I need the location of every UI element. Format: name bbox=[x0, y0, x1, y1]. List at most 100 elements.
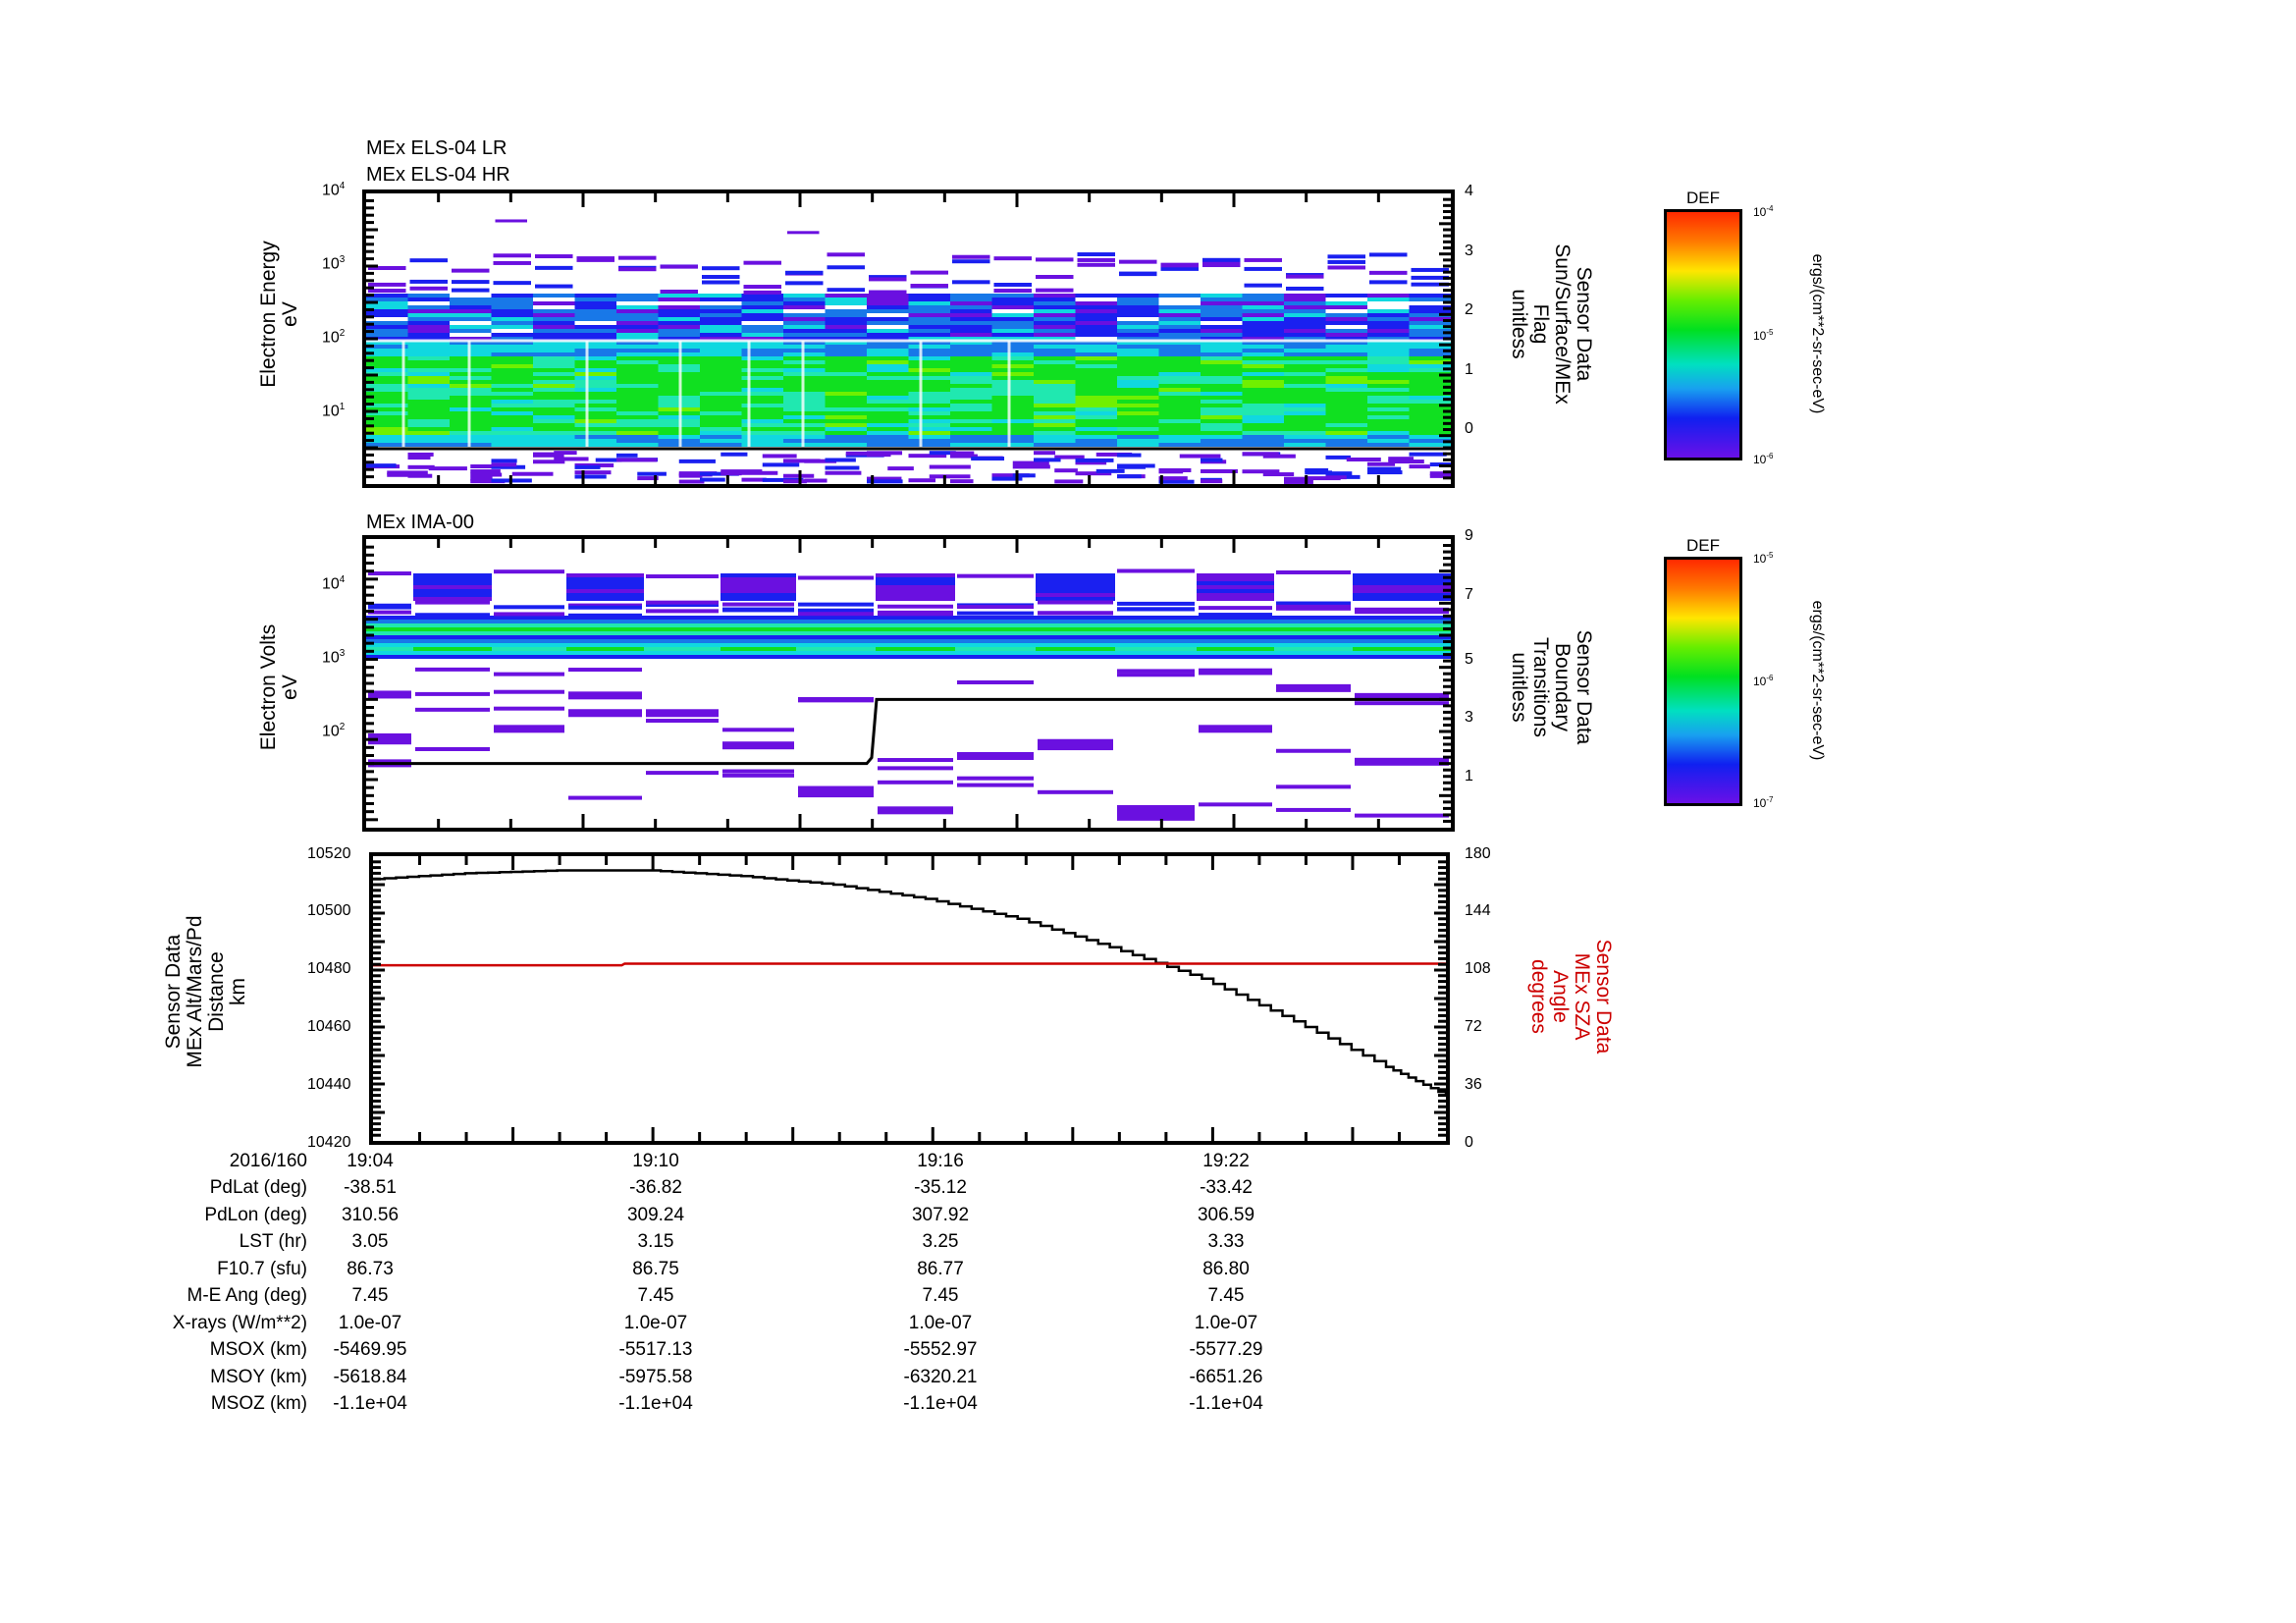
y2label-line: Sensor Data bbox=[1573, 266, 1595, 382]
panel2-ytick-1e4: 104 bbox=[322, 574, 346, 593]
time-tick: 19:04 bbox=[347, 1151, 394, 1171]
table-cell: 86.73 bbox=[347, 1258, 394, 1279]
panel1-cbar-min: 10-6 bbox=[1753, 452, 1774, 466]
table-cell: -38.51 bbox=[344, 1177, 397, 1198]
panel2-y2tick: 5 bbox=[1465, 651, 1473, 668]
table-row-label: MSOY (km) bbox=[210, 1366, 307, 1387]
panel3-ytick: 10520 bbox=[307, 845, 351, 862]
date-label: 2016/160 bbox=[229, 1151, 307, 1171]
panel3-ylabel: Sensor Data MEx Alt/Mars/Pd Distance km bbox=[162, 864, 249, 1119]
panel1-ytick-1e2: 102 bbox=[322, 328, 346, 347]
panel1-title-lr: MEx ELS-04 LR bbox=[366, 137, 507, 159]
panel1-colorbar-title: DEF bbox=[1686, 189, 1720, 207]
table-cell: 86.80 bbox=[1202, 1258, 1250, 1279]
table-cell: -1.1e+04 bbox=[333, 1393, 407, 1414]
table-cell: -1.1e+04 bbox=[618, 1393, 693, 1414]
table-cell: 309.24 bbox=[626, 1204, 685, 1225]
table-cell: -35.12 bbox=[914, 1177, 967, 1198]
table-row-label: MSOZ (km) bbox=[210, 1393, 307, 1414]
y2label-line: Sensor Data bbox=[1573, 629, 1595, 745]
table-row-label: PdLat (deg) bbox=[209, 1177, 307, 1198]
table-row-label: M-E Ang (deg) bbox=[187, 1285, 308, 1306]
panel1-y2tick: 3 bbox=[1465, 243, 1473, 259]
table-cell: -1.1e+04 bbox=[1189, 1393, 1263, 1414]
panel3-line-plot[interactable] bbox=[369, 852, 1450, 1145]
panel1-y2tick: 1 bbox=[1465, 361, 1473, 378]
panel2-cbar-max: 10-5 bbox=[1753, 551, 1774, 566]
table-row-label: LST (hr) bbox=[239, 1231, 307, 1252]
table-cell: 1.0e-07 bbox=[623, 1312, 688, 1333]
table-cell: 307.92 bbox=[911, 1204, 970, 1225]
panel1-ylabel: Electron Energy eV bbox=[257, 216, 301, 412]
panel2-ytick-1e3: 103 bbox=[322, 648, 346, 667]
ylabel-line: km bbox=[227, 978, 249, 1005]
table-cell: -6320.21 bbox=[903, 1366, 978, 1387]
panel3-ytick: 10420 bbox=[307, 1134, 351, 1151]
table-cell: 3.25 bbox=[922, 1231, 959, 1252]
time-tick: 19:10 bbox=[632, 1151, 679, 1171]
table-row-label: PdLon (deg) bbox=[204, 1204, 307, 1225]
panel3-ytick: 10440 bbox=[307, 1076, 351, 1093]
panel3-y2tick: 0 bbox=[1465, 1134, 1473, 1151]
time-tick: 19:22 bbox=[1202, 1151, 1250, 1171]
panel2-ytick-1e2: 102 bbox=[322, 722, 346, 740]
panel2-cbar-min: 10-7 bbox=[1753, 795, 1774, 810]
y2label-line: Flag bbox=[1529, 303, 1552, 345]
panel1-title-hr: MEx ELS-04 HR bbox=[366, 164, 510, 186]
y2label-line: unitless bbox=[1508, 289, 1530, 359]
panel2-spectrogram[interactable] bbox=[362, 535, 1455, 832]
panel1-cbar-mid: 10-5 bbox=[1753, 328, 1774, 343]
y2label-line: Sun/Surface/MEx bbox=[1551, 243, 1574, 405]
panel2-ylabel: Electron Volts eV bbox=[257, 589, 301, 785]
table-cell: 1.0e-07 bbox=[1194, 1312, 1258, 1333]
table-cell: -5552.97 bbox=[903, 1339, 978, 1360]
ylabel-line: Electron Energy bbox=[257, 241, 280, 388]
table-cell: -36.82 bbox=[629, 1177, 682, 1198]
panel2-y2label: Sensor Data Boundary Transitions unitles… bbox=[1508, 579, 1595, 795]
panel2-y2tick: 7 bbox=[1465, 586, 1473, 603]
panel3-y2tick: 180 bbox=[1465, 845, 1491, 862]
table-cell: 7.45 bbox=[351, 1285, 389, 1306]
panel2-y2tick: 3 bbox=[1465, 709, 1473, 726]
table-cell: -5577.29 bbox=[1189, 1339, 1263, 1360]
panel1-spectrogram[interactable] bbox=[362, 189, 1455, 488]
panel2-title: MEx IMA-00 bbox=[366, 512, 475, 533]
panel1-cbar-max: 10-4 bbox=[1753, 204, 1774, 219]
table-cell: 7.45 bbox=[637, 1285, 674, 1306]
panel3-y2tick: 36 bbox=[1465, 1076, 1482, 1093]
panel2-y2tick: 9 bbox=[1465, 527, 1473, 544]
ylabel-line: Electron Volts bbox=[257, 623, 280, 751]
ylabel-line: eV bbox=[279, 301, 301, 327]
table-cell: 310.56 bbox=[341, 1204, 400, 1225]
table-cell: 3.15 bbox=[637, 1231, 674, 1252]
y2label-line: MEx SZA bbox=[1571, 952, 1593, 1041]
table-row-label: MSOX (km) bbox=[209, 1339, 307, 1360]
table-cell: 86.75 bbox=[632, 1258, 679, 1279]
table-cell: 7.45 bbox=[922, 1285, 959, 1306]
y2label-line: Angle bbox=[1549, 970, 1572, 1023]
table-cell: -5975.58 bbox=[618, 1366, 693, 1387]
panel3-ytick: 10500 bbox=[307, 902, 351, 919]
panel3-y2tick: 72 bbox=[1465, 1018, 1482, 1035]
panel2-y2tick: 1 bbox=[1465, 768, 1473, 784]
panel2-cbar-mid: 10-6 bbox=[1753, 674, 1774, 688]
table-cell: -5517.13 bbox=[618, 1339, 693, 1360]
table-cell: -33.42 bbox=[1200, 1177, 1253, 1198]
panel1-ytick-1e1: 101 bbox=[322, 402, 346, 420]
panel3-y2label: Sensor Data MEx SZA Angle degrees bbox=[1527, 889, 1615, 1105]
table-cell: 1.0e-07 bbox=[338, 1312, 402, 1333]
y2label-line: Transitions bbox=[1529, 637, 1552, 737]
y2label-line: Boundary bbox=[1551, 643, 1574, 731]
panel1-cbar-units: ergs/(cm**2-sr-sec-eV) bbox=[1809, 253, 1826, 414]
table-cell: 306.59 bbox=[1197, 1204, 1255, 1225]
ylabel-line: Sensor Data bbox=[162, 934, 185, 1050]
panel1-y2tick: 4 bbox=[1465, 183, 1473, 199]
panel3-ytick: 10480 bbox=[307, 960, 351, 977]
y2label-line: unitless bbox=[1508, 652, 1530, 723]
panel2-cbar-units: ergs/(cm**2-sr-sec-eV) bbox=[1809, 600, 1826, 761]
panel1-y2label: Sensor Data Sun/Surface/MEx Flag unitles… bbox=[1508, 216, 1595, 432]
panel3-y2tick: 144 bbox=[1465, 902, 1491, 919]
panel2-colorbar bbox=[1664, 557, 1742, 806]
panel1-colorbar bbox=[1664, 209, 1742, 460]
panel2-heatmap bbox=[366, 539, 1451, 828]
